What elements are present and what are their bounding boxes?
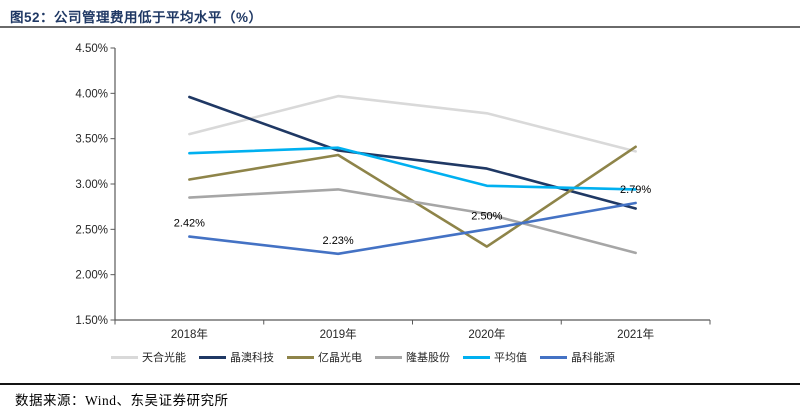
y-axis-tick-label: 4.00% bbox=[75, 88, 108, 100]
y-axis-tick-label: 4.50% bbox=[75, 43, 108, 55]
y-axis-tick-label: 3.50% bbox=[75, 134, 108, 146]
legend-label: 晶科能源 bbox=[571, 352, 615, 364]
x-axis-category-label: 2019年 bbox=[320, 327, 357, 341]
footer-divider-line bbox=[0, 383, 800, 385]
legend-item: 亿晶光电 bbox=[287, 349, 362, 365]
legend-item: 晶科能源 bbox=[540, 349, 615, 365]
legend-line-swatch bbox=[375, 355, 402, 359]
data-point-label: 2.23% bbox=[323, 235, 354, 247]
series-line-4 bbox=[188, 146, 637, 191]
legend-label: 天合光能 bbox=[142, 352, 186, 364]
legend-item: 晶澳科技 bbox=[199, 349, 274, 365]
legend-item: 平均值 bbox=[463, 349, 527, 365]
legend-label: 隆基股份 bbox=[406, 352, 450, 364]
legend-line-swatch bbox=[463, 355, 490, 359]
legend-label: 平均值 bbox=[494, 352, 527, 364]
series-line-2 bbox=[188, 145, 637, 248]
x-axis-category-label: 2018年 bbox=[171, 327, 208, 341]
series-line-5 bbox=[188, 201, 637, 256]
data-point-label: 2.50% bbox=[471, 210, 502, 222]
data-source-note: 数据来源：Wind、东吴证券研究所 bbox=[15, 393, 229, 408]
legend-line-swatch bbox=[540, 355, 567, 359]
data-point-label: 2.42% bbox=[174, 218, 205, 230]
title-divider-line bbox=[0, 26, 800, 28]
line-chart: 1.50% 2.00% 2.50% 3.00% 3.50% 4.00% 4.50% 2018年… bbox=[75, 43, 711, 341]
y-axis-tick-label: 3.00% bbox=[75, 179, 108, 191]
figure-title: 图52：公司管理费用低于平均水平（%） bbox=[10, 10, 263, 25]
x-axis-category-label: 2021年 bbox=[617, 327, 654, 341]
chart-legend: 天合光能 晶澳科技 亿晶光电 隆基股份 平均值 晶科能源 bbox=[111, 349, 615, 365]
legend-label: 晶澳科技 bbox=[230, 352, 274, 364]
series-line-0 bbox=[188, 94, 637, 153]
legend-line-swatch bbox=[111, 355, 138, 359]
legend-label: 亿晶光电 bbox=[318, 352, 362, 364]
legend-item: 隆基股份 bbox=[375, 349, 450, 365]
y-axis-tick-label: 2.00% bbox=[75, 270, 108, 282]
y-axis-tick-label: 2.50% bbox=[75, 224, 108, 236]
legend-item: 天合光能 bbox=[111, 349, 186, 365]
data-point-label: 2.79% bbox=[620, 184, 651, 196]
x-axis-category-label: 2020年 bbox=[468, 327, 505, 341]
axis-lines bbox=[114, 48, 710, 321]
y-axis-tick-label: 1.50% bbox=[75, 315, 108, 327]
legend-line-swatch bbox=[287, 355, 314, 359]
series-line-3 bbox=[188, 188, 637, 255]
legend-line-swatch bbox=[199, 355, 226, 359]
